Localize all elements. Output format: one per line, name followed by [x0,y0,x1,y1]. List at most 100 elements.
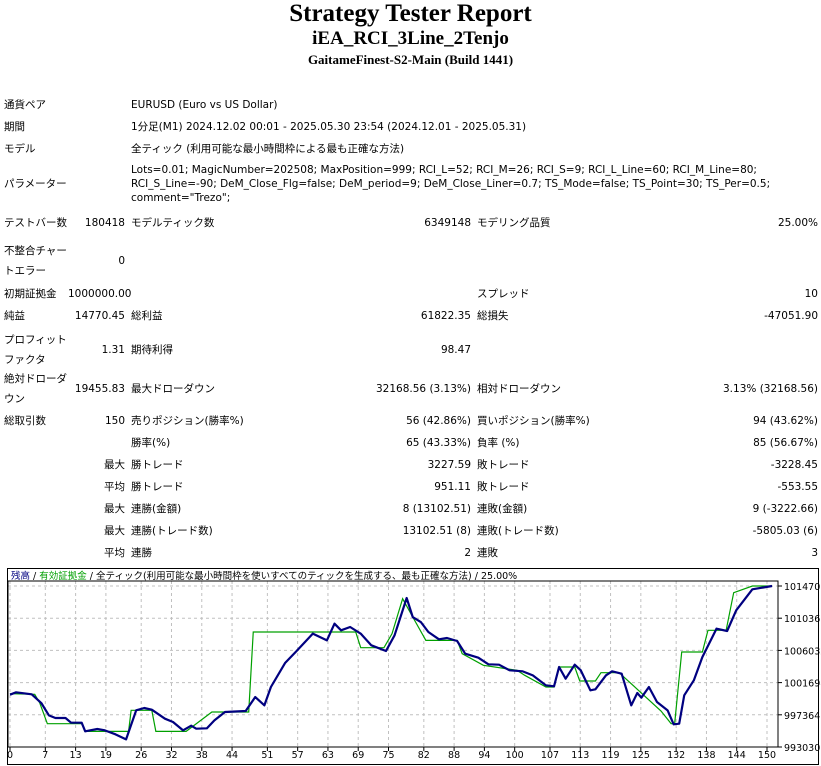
stat-value: 98.47 [440,344,471,356]
stat-label: 期待利得 [131,344,173,356]
info-value: Lots=0.01; MagicNumber=202508; MaxPositi… [131,164,771,204]
stats-row: テストバー数 180418 モデルティック数 6349148 モデリング品質 25.00% [4,204,818,242]
stat-value: 19455.83 [74,383,125,395]
stat-value: 9 (-3222.66) [752,503,818,515]
legend-balance: 残高 [11,570,30,582]
stat-label: 最大ドローダウン [131,383,215,395]
stat-value: 最大 [104,459,125,471]
stat-value: -5805.03 (6) [752,525,818,537]
stat-value: 94 (43.62%) [753,415,818,427]
x-tick-label: 63 [322,750,334,761]
info-row: 期間 1分足(M1) 2024.12.02 00:01 - 2025.05.30 … [4,120,811,134]
stat-value: 56 (42.86%) [406,415,471,427]
stat-value: 13102.51 (8) [402,525,471,537]
x-tick-label: 113 [571,750,589,761]
x-tick-label: 57 [292,750,304,761]
y-tick-label: 993030 [784,743,820,754]
x-tick-label: 13 [70,750,82,761]
stat-value: 平均 [104,481,125,493]
stats-row: 不整合チャートエラー 0 [4,240,818,282]
stat-label: 連敗(トレード数) [477,525,559,537]
stat-value: 14770.45 [74,310,125,322]
stat-label: モデリング品質 [477,217,551,229]
stats-row: 純益 14770.45 総利益 61822.35 総損失 -47051.90 [4,309,818,323]
x-tick-label: 75 [382,750,394,761]
x-tick-label: 150 [758,750,776,761]
info-value: EURUSD (Euro vs US Dollar) [131,99,278,111]
stat-label: 総取引数 [4,415,46,427]
stats-row: 平均 連勝 2 連敗 3 [4,546,818,560]
stat-label: 連勝(金額) [131,503,182,515]
info-label: モデル [4,143,36,155]
legend-equity: 有効証拠金 [39,570,87,582]
stat-value: 85 (56.67%) [753,437,818,449]
info-label: パラメーター [4,178,67,190]
stat-label: 連敗(金額) [477,503,528,515]
stat-label: 売りポジション(勝率%) [131,415,244,427]
stat-value: 1.31 [101,344,125,356]
balance-chart: 残高 / 有効証拠金 / 全ティック(利用可能な最小時間枠を使いすべてのティック… [7,568,821,765]
stats-row: 最大 連勝(トレード数) 13102.51 (8) 連敗(トレード数) -5805.03… [4,524,818,538]
stat-value: 2 [464,547,471,559]
stat-label: 総利益 [131,310,163,322]
x-tick-label: 132 [667,750,685,761]
x-tick-label: 82 [418,750,430,761]
stats-row: 最大 連勝(金額) 8 (13102.51) 連敗(金額) 9 (-3222.66) [4,502,818,516]
server-name: GaitameFinest-S2-Main (Build 1441) [307,52,514,67]
x-tick-label: 0 [7,750,13,761]
stats-row: 勝率(%) 65 (43.33%) 負率 (%) 85 (56.67%) [4,436,818,450]
legend-desc: / 全ティック(利用可能な最小時間枠を使いすべてのティックを生成する、最も正確な… [87,570,517,582]
legend-sep: / [30,571,39,582]
stat-label: 連敗 [477,547,498,559]
info-row: モデル 全ティック (利用可能な最小時間枠による最も正確な方法) [4,142,811,156]
y-tick-label: 997364 [784,711,820,722]
stat-value: 8 (13102.51) [402,503,471,515]
expert-name: iEA_RCI_3Line_2Tenjo [312,28,509,49]
x-tick-label: 88 [448,750,460,761]
y-tick-label: 1010367 [784,614,821,625]
stat-value: 3227.59 [427,459,471,471]
x-tick-label: 69 [352,750,364,761]
stats-row: 初期証拠金 1000000.00 スプレッド 10 [4,287,818,301]
stat-label: 総損失 [477,310,509,322]
stat-value: 3.13% (32168.56) [723,383,818,395]
stat-label: 勝トレード [131,459,184,471]
stat-value: 1000000.00 [68,288,132,300]
info-label: 期間 [4,121,25,133]
stat-label: 連勝(トレード数) [131,525,213,537]
x-tick-label: 7 [42,750,48,761]
info-value: 全ティック (利用可能な最小時間枠による最も正確な方法) [131,143,405,155]
stat-label: 敗トレード [477,481,530,493]
stat-label: スプレッド [477,288,530,300]
stat-value: 150 [104,415,125,427]
stats-row: 総取引数 150 売りポジション(勝率%) 56 (42.86%) 買いポジション(勝率… [4,414,818,428]
stat-value: -553.55 [777,481,818,493]
stat-label: モデルティック数 [131,217,215,229]
chart-frame [7,568,819,765]
stats-row: 絶対ドローダウン 19455.83 最大ドローダウン 32168.56 (3.13%)… [4,369,818,407]
info-row: パラメーター Lots=0.01; MagicNumber=202508; Max… [4,163,811,205]
stat-label: 負率 (%) [477,437,520,449]
x-tick-label: 26 [135,750,147,761]
stat-label: 勝トレード [131,481,184,493]
stat-label: 連勝 [131,547,152,559]
stat-value: -47051.90 [764,310,818,322]
x-tick-label: 119 [601,750,619,761]
x-tick-label: 51 [261,750,273,761]
stat-label: テストバー数 [4,217,67,229]
x-tick-label: 125 [632,750,650,761]
stats-row: 平均 勝トレード 951.11 敗トレード -553.55 [4,480,818,494]
report-title: Strategy Tester Report [289,0,532,27]
stat-value: 3 [811,547,818,559]
stat-value: 平均 [104,547,125,559]
stat-value: 180418 [84,217,125,229]
stat-value: 25.00% [777,217,818,229]
x-tick-label: 100 [506,750,524,761]
stat-label: 純益 [4,310,25,322]
stat-label: 不整合チャートエラー [4,245,67,277]
x-tick-label: 138 [697,750,715,761]
info-row: 通貨ペア EURUSD (Euro vs US Dollar) [4,98,811,112]
stat-value: 61822.35 [420,310,471,322]
y-tick-label: 1006032 [784,646,821,657]
x-tick-label: 32 [165,750,177,761]
